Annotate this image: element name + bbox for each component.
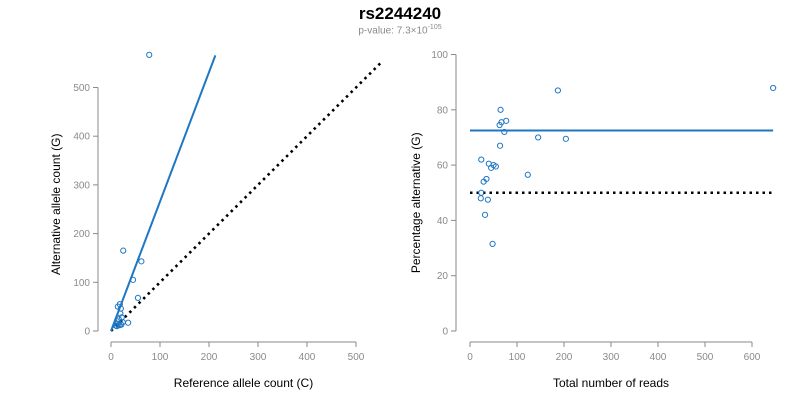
y-tick-label: 400 [73, 132, 90, 143]
x-tick-label: 100 [152, 352, 169, 363]
data-point [535, 134, 542, 141]
reference-line [110, 62, 382, 332]
y-tick-label: 500 [73, 83, 90, 94]
data-point [146, 51, 153, 58]
data-point [488, 164, 495, 171]
data-point [125, 319, 132, 326]
data-point [770, 84, 777, 92]
data-point [562, 135, 569, 142]
y-tick-label: 80 [437, 105, 449, 116]
data-point [120, 247, 127, 254]
data-point [481, 211, 489, 218]
chart-subtitle: p-value: 7.3×10-105 [0, 24, 800, 36]
percentage-alternative-scatter-panel: 0 100 200 300 400 500 600 0 20 40 60 80 100 Total num… [409, 50, 777, 390]
data-point [484, 196, 491, 203]
data-point [554, 87, 561, 94]
y-tick-label: 0 [442, 327, 448, 338]
data-point [496, 142, 504, 149]
data-point [489, 240, 496, 248]
data-point [117, 310, 124, 317]
data-point [501, 128, 508, 136]
y-tick-label: 40 [437, 216, 449, 227]
x-axis-label: Total number of reads [553, 376, 669, 390]
data-point [119, 319, 126, 326]
data-point [496, 121, 503, 129]
x-tick-label: 600 [744, 352, 761, 363]
y-tick-label: 0 [84, 327, 90, 338]
x-tick-label: 200 [556, 352, 573, 363]
data-point [129, 276, 137, 283]
data-point [134, 294, 142, 301]
y-axis-label: Percentage alternative (G) [409, 132, 423, 273]
data-point [478, 156, 485, 163]
x-tick-label: 400 [650, 352, 667, 363]
x-tick-label: 500 [348, 352, 365, 363]
x-tick-label: 500 [697, 352, 714, 363]
p-value-exponent: -105 [427, 24, 442, 31]
y-tick-label: 300 [73, 180, 90, 191]
x-tick-label: 100 [509, 352, 526, 363]
x-axis-label: Reference allele count (C) [174, 376, 313, 390]
data-point [477, 195, 484, 202]
fit-line [110, 55, 217, 332]
y-tick-label: 60 [437, 161, 449, 172]
y-tick-label: 100 [431, 50, 448, 61]
x-tick-label: 400 [299, 352, 316, 363]
y-tick-label: 100 [73, 278, 90, 289]
data-point [138, 258, 145, 265]
x-tick-label: 0 [108, 352, 114, 363]
x-tick-label: 200 [201, 352, 218, 363]
chart-title: rs2244240 [358, 4, 442, 23]
allele-count-scatter-panel: 0 100 200 300 400 500 0 100 200 300 400 500 Referenc… [49, 51, 382, 390]
y-tick-label: 20 [437, 271, 449, 282]
data-point [480, 178, 487, 185]
x-tick-label: 300 [250, 352, 267, 363]
data-point [497, 106, 504, 113]
y-axis-label: Alternative allele count (G) [49, 134, 63, 275]
p-value-text: p-value: 7.3×10 [358, 25, 428, 37]
y-tick-label: 200 [73, 229, 90, 240]
data-point [524, 171, 531, 178]
x-tick-label: 0 [467, 352, 473, 363]
data-point [113, 323, 120, 330]
x-tick-label: 300 [603, 352, 620, 363]
